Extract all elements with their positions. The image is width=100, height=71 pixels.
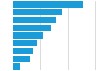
Bar [13, 48, 33, 54]
Bar [13, 40, 37, 46]
Bar [13, 1, 83, 8]
Bar [13, 9, 62, 15]
Bar [13, 56, 30, 62]
Bar [13, 25, 51, 31]
Bar [13, 32, 43, 39]
Bar [13, 17, 56, 23]
Bar [13, 63, 20, 70]
